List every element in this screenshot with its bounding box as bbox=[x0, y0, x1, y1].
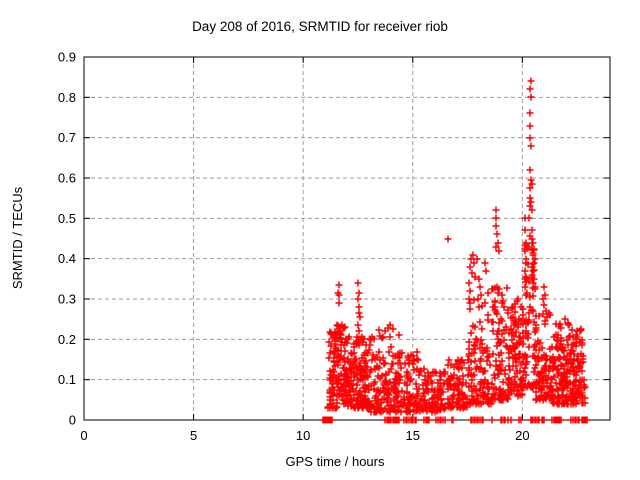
x-axis-label: GPS time / hours bbox=[286, 454, 385, 469]
y-axis-label: SRMTID / TECUs bbox=[10, 186, 25, 289]
x-tick-labels: 0 5 10 15 20 bbox=[80, 428, 529, 443]
svg-text:0.5: 0.5 bbox=[58, 211, 76, 226]
scatter-points bbox=[319, 77, 591, 424]
svg-text:0.8: 0.8 bbox=[58, 90, 76, 105]
svg-text:0.3: 0.3 bbox=[58, 292, 76, 307]
svg-text:0.2: 0.2 bbox=[58, 332, 76, 347]
svg-text:0.6: 0.6 bbox=[58, 171, 76, 186]
svg-text:10: 10 bbox=[296, 428, 310, 443]
svg-text:0.7: 0.7 bbox=[58, 130, 76, 145]
svg-text:0.4: 0.4 bbox=[58, 251, 76, 266]
svg-text:15: 15 bbox=[406, 428, 420, 443]
svg-text:0: 0 bbox=[69, 413, 76, 428]
svg-text:0.9: 0.9 bbox=[58, 50, 76, 65]
y-tick-labels: 0 0.1 0.2 0.3 0.4 0.5 0.6 0.7 0.8 0.9 bbox=[58, 50, 76, 428]
chart-title: Day 208 of 2016, SRMTID for receiver rio… bbox=[192, 19, 448, 34]
plot-border bbox=[83, 56, 611, 421]
svg-text:0: 0 bbox=[80, 428, 87, 443]
svg-text:20: 20 bbox=[515, 428, 529, 443]
svg-text:0.1: 0.1 bbox=[58, 372, 76, 387]
svg-text:5: 5 bbox=[190, 428, 197, 443]
